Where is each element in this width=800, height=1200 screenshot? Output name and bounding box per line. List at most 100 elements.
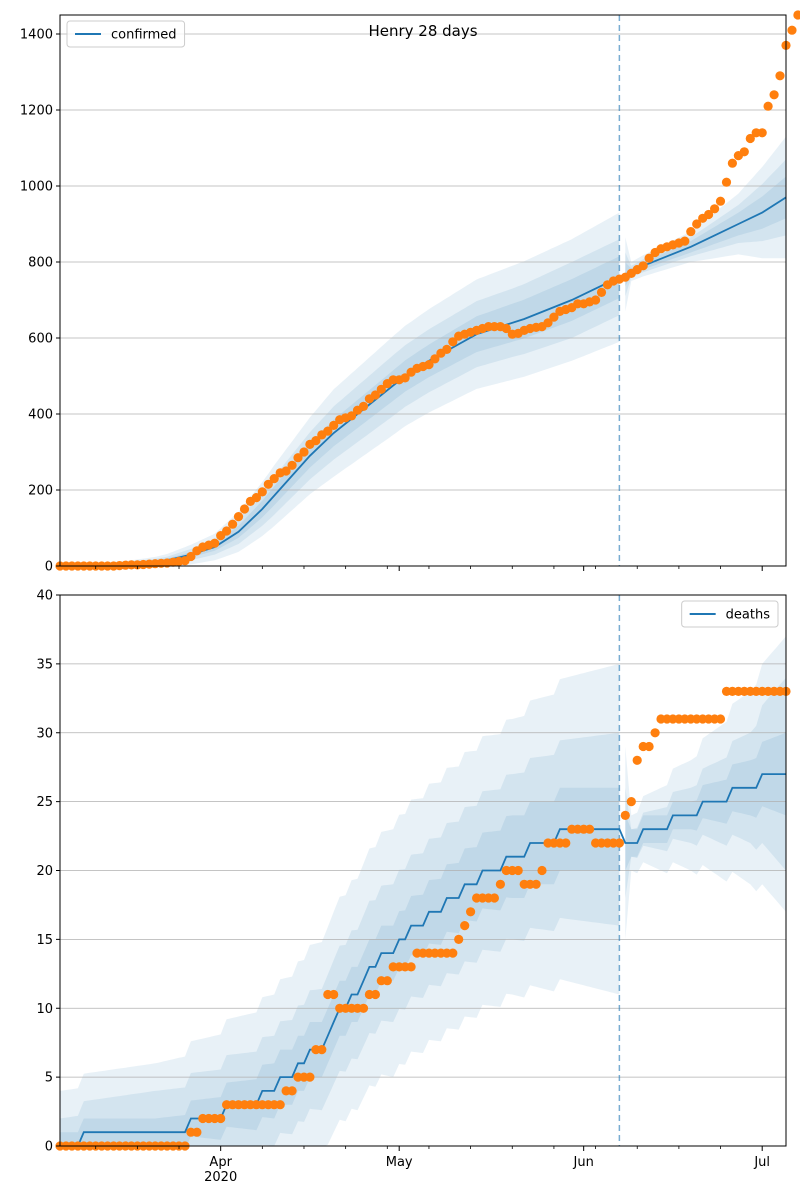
deaths-observed-point	[448, 948, 458, 958]
deaths-observed-point	[644, 741, 654, 752]
confirmed-observed-point	[299, 447, 309, 457]
confirmed-observed-point	[549, 312, 559, 322]
confirmed-observed-point	[370, 390, 380, 400]
deaths-observed-point	[715, 714, 726, 724]
deaths-observed-point	[370, 989, 380, 1000]
confirmed-axes-frame	[59, 14, 787, 567]
deaths-legend-label: deaths	[726, 608, 771, 623]
confirmed-observed-point	[233, 511, 244, 522]
deaths-x-tick-label: Apr	[209, 1155, 232, 1170]
confirmed-observed-point	[358, 401, 369, 411]
confirmed-observed-point	[347, 411, 357, 421]
deaths-model-curve	[60, 773, 786, 1147]
confirmed-observed-point	[311, 436, 321, 446]
confirmed-observed-point	[710, 204, 720, 214]
confirmed-observed-point	[543, 318, 553, 328]
confirmed-y-tick-label: 1400	[20, 28, 53, 43]
deaths-observed-point	[406, 962, 416, 972]
deaths-observed-point	[585, 824, 595, 834]
confirmed-y-tick-label: 1200	[20, 104, 53, 119]
confirmed-observed-point	[739, 147, 749, 157]
confirmed-observed-point	[793, 10, 800, 20]
deaths-observed-point	[305, 1072, 315, 1082]
confirmed-y-tick-label: 200	[28, 484, 53, 499]
deaths-y-tick-label: 0	[45, 1140, 53, 1155]
deaths-y-tick-label: 40	[36, 589, 53, 604]
confirmed-y-tick-label: 800	[28, 256, 53, 271]
deaths-observed-point	[216, 1113, 226, 1124]
deaths-observed-point	[382, 976, 392, 986]
confirmed-legend-box	[66, 20, 186, 48]
deaths-observed-point	[531, 879, 541, 889]
confirmed-observed-point	[269, 474, 279, 484]
deaths-observed-point	[317, 1045, 327, 1055]
confirmed-observed-point	[715, 196, 726, 206]
confirmed-observed-point	[787, 25, 797, 35]
deaths-observed-point	[537, 865, 547, 876]
confirmed-observed-point	[293, 453, 303, 463]
deaths-observed-point	[454, 934, 464, 945]
confirmed-observed-point	[591, 295, 601, 305]
deaths-y-tick-label: 15	[36, 933, 53, 948]
confirmed-observed-point	[596, 287, 607, 297]
deaths-x-tick-label: May	[386, 1155, 413, 1170]
confirmed-band-2-seg-1	[60, 239, 620, 566]
confirmed-observed-point	[775, 71, 785, 81]
confirmed-observed-point	[376, 384, 386, 394]
deaths-observed-point	[329, 989, 339, 1000]
confirmed-observed-point	[686, 227, 696, 237]
confirmed-observed-point	[680, 236, 690, 246]
confirmed-observed-point	[281, 466, 291, 476]
deaths-observed-point	[489, 893, 499, 903]
deaths-observed-point	[466, 907, 476, 917]
confirmed-observed-point	[448, 337, 458, 347]
deaths-observed-point	[287, 1086, 297, 1096]
confirmed-observed-point	[400, 373, 410, 383]
confirmed-observed-point	[210, 538, 220, 548]
confirmed-observed-point	[263, 479, 273, 489]
confirmed-y-tick-label: 400	[28, 408, 53, 423]
confirmed-observed-point	[769, 90, 779, 100]
confirmed-observed-point	[424, 360, 434, 370]
deaths-observed-point	[650, 728, 660, 738]
confirmed-band-1-seg-1	[60, 212, 620, 566]
deaths-y-axis: 0 5 10 15 20 25 30 35 40	[36, 589, 60, 1155]
confirmed-observed-point	[323, 426, 333, 436]
deaths-band-2-seg-1	[60, 732, 620, 1146]
deaths-observed-point	[495, 879, 505, 889]
deaths-y-tick-label: 20	[36, 864, 53, 879]
deaths-observed-point	[561, 838, 571, 848]
confirmed-observed-point	[228, 519, 238, 529]
confirmed-observed-point	[442, 344, 452, 354]
confirmed-observed-point	[763, 101, 773, 111]
deaths-band-1-seg-2	[625, 636, 786, 940]
confirmed-x-axis	[95, 566, 763, 571]
deaths-x-tick-sublabel: 2020	[204, 1170, 237, 1185]
confirmed-observed-point	[329, 420, 339, 430]
deaths-observed-point	[626, 797, 636, 807]
confirmed-observed-point	[287, 460, 297, 470]
deaths-y-tick-label: 5	[45, 1071, 53, 1086]
deaths-x-tick-label: Jun	[573, 1155, 594, 1170]
deaths-observed-point	[460, 921, 470, 931]
confirmed-observed-point	[721, 177, 732, 187]
deaths-legend: deaths	[681, 600, 779, 628]
confirmed-legend-label: confirmed	[111, 28, 177, 43]
deaths-y-tick-label: 30	[36, 726, 53, 741]
confirmed-observed-point	[638, 261, 648, 271]
confirmed-band-3-seg-2	[625, 176, 786, 287]
deaths-observed-point	[620, 810, 630, 821]
confirmed-observed-point	[727, 158, 738, 168]
confirmed-observed-point	[222, 526, 232, 536]
confirmed-observed-point	[251, 493, 261, 503]
confirmed-y-tick-label: 1000	[20, 180, 53, 195]
confirmed-observed-point	[692, 219, 702, 229]
deaths-band-2-seg-2	[625, 677, 786, 898]
confirmed-observed-point	[644, 253, 654, 263]
confirmed-observed-point	[745, 133, 755, 144]
deaths-observed-point	[614, 838, 625, 848]
chart-title: Henry 28 days	[368, 22, 477, 40]
